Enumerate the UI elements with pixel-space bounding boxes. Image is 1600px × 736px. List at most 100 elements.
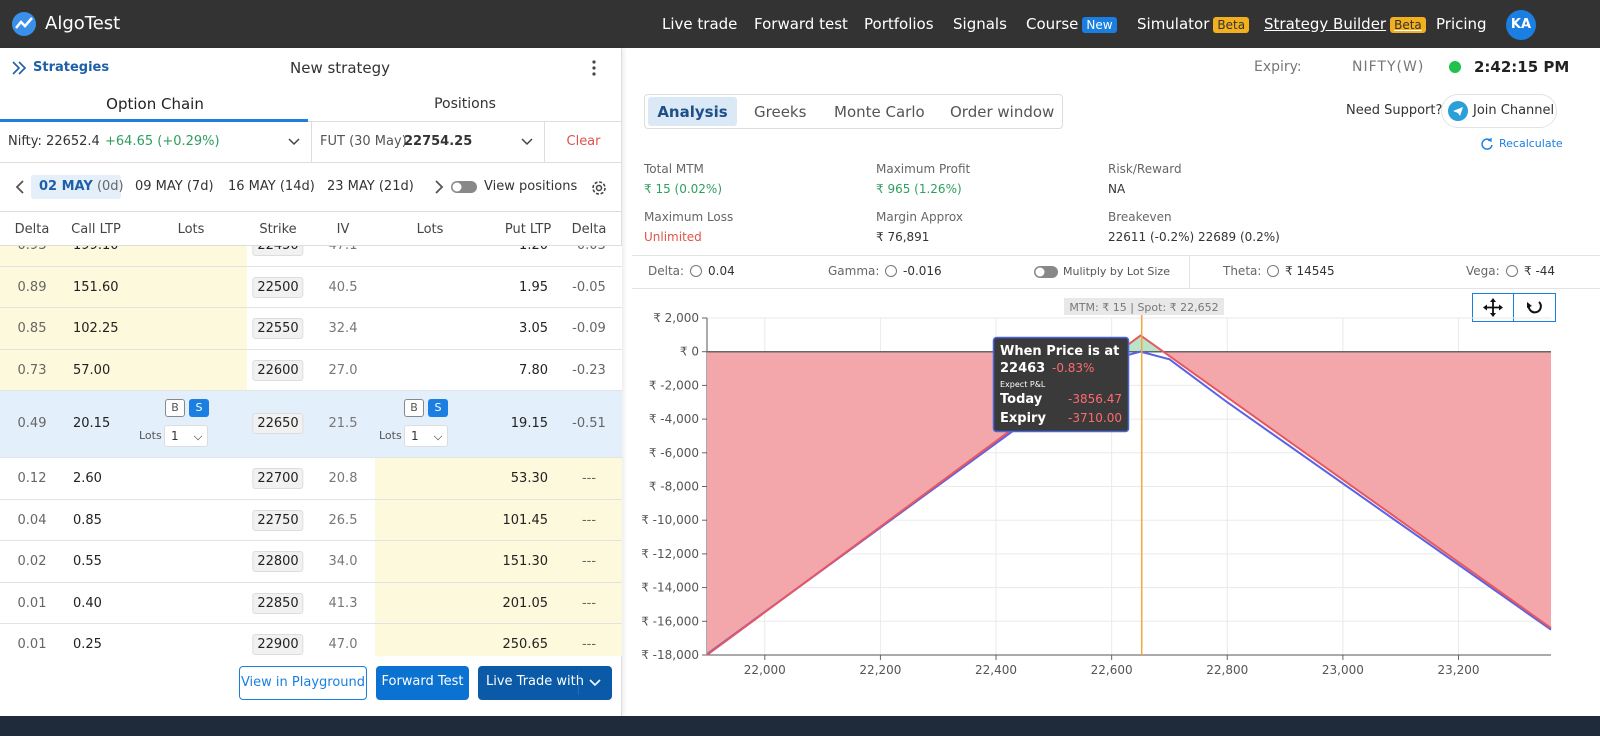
expiry[interactable]: 16 MAY (14d) [228, 179, 315, 194]
cell: 1.95 [519, 279, 548, 295]
table-header [0, 212, 622, 246]
refresh-icon[interactable] [1480, 137, 1494, 151]
logo-icon[interactable] [11, 11, 37, 37]
nav-link[interactable]: Simulator Beta [1137, 15, 1250, 33]
nav-label[interactable]: Strategy Builder [1264, 15, 1387, 33]
chain-row[interactable]: 0.73 57.00 22600 27.0 7.80 -0.23 [0, 349, 622, 391]
nav-link[interactable]: Portfolios [864, 15, 934, 33]
tab[interactable]: Monte Carlo [834, 103, 925, 121]
cell: 0.49 [17, 416, 47, 431]
chain-row[interactable]: 0.85 102.25 22550 32.4 3.05 -0.09 [0, 308, 622, 350]
buy-button[interactable]: B [404, 399, 424, 417]
settings-icon[interactable] [590, 179, 608, 197]
nav-link[interactable]: Live trade [662, 15, 738, 33]
tab[interactable]: Analysis [657, 103, 728, 121]
breadcrumb[interactable]: Strategies [33, 60, 110, 75]
x-tick-label: 22,800 [1206, 663, 1248, 677]
cell: 20.8 [328, 471, 358, 486]
info-icon[interactable] [885, 265, 897, 277]
dropdown-icon[interactable] [433, 431, 443, 441]
join-channel[interactable]: Join Channel [1473, 103, 1555, 118]
expiry[interactable]: 09 MAY (7d) [135, 179, 214, 194]
tab[interactable]: Positions [434, 96, 496, 112]
next-icon[interactable] [434, 180, 444, 194]
expiry[interactable]: 23 MAY (21d) [327, 179, 414, 194]
toggle[interactable] [451, 181, 477, 193]
selected-row[interactable]: 0.49 20.15 22650 21.5 19.15 -0.51 B S Lots 1 B S Lot… [0, 391, 622, 458]
greek-label: Gamma: [828, 264, 880, 278]
chain-row[interactable]: 0.12 2.60 22700 20.8 53.30 --- [0, 458, 622, 500]
nav-link[interactable]: Forward test [754, 15, 848, 33]
expiry[interactable]: 02 MAY (0d) [39, 179, 124, 194]
tab[interactable]: Option Chain [106, 95, 204, 113]
chevrons-icon[interactable] [10, 60, 28, 76]
strategy-title[interactable]: New strategy [290, 59, 391, 77]
futures[interactable]: FUT (30 May) [320, 134, 407, 149]
underlying[interactable]: Nifty: 22652.4 [8, 134, 100, 149]
sell-button[interactable]: S [428, 399, 448, 417]
chain-row[interactable]: 0.01 0.25 22900 47.0 250.65 --- [0, 624, 622, 656]
cell: 0.93 [0, 246, 64, 253]
nav-label[interactable]: Course [1026, 15, 1079, 33]
expiry-date[interactable]: 09 MAY [135, 179, 183, 194]
tab[interactable]: Greeks [754, 103, 807, 121]
lots-select[interactable]: 1 [404, 425, 448, 447]
playground-button[interactable]: View in Playground [239, 666, 367, 700]
info-icon[interactable] [1506, 265, 1518, 277]
dropdown-icon[interactable] [193, 431, 203, 441]
view-positions[interactable]: View positions [484, 179, 578, 194]
lots-value[interactable]: 1 [171, 429, 179, 443]
toggle[interactable] [1034, 266, 1058, 278]
nav-link[interactable]: Course New [1026, 15, 1117, 33]
avatar[interactable]: KA [1506, 10, 1536, 40]
expiry-date[interactable]: 02 MAY [39, 179, 93, 194]
live-trade-button[interactable]: Live Trade with [478, 666, 612, 700]
lots-value[interactable]: 1 [411, 429, 419, 443]
dropdown-icon[interactable] [578, 666, 612, 700]
dropdown-icon[interactable] [521, 138, 533, 146]
nav-link[interactable]: Strategy Builder Beta [1264, 15, 1426, 33]
expiry-date[interactable]: 23 MAY [327, 179, 375, 194]
chain-row[interactable]: 0.93 199.10 22450 47.1 1.20 -0.03 [0, 246, 622, 267]
sell-button[interactable]: S [189, 399, 209, 417]
brand[interactable]: AlgoTest [45, 13, 121, 34]
chain-row[interactable]: 0.01 0.40 22850 41.3 201.05 --- [0, 582, 622, 624]
expiry-days: (7d) [186, 179, 214, 194]
greek-value: 0.04 [708, 264, 735, 278]
x-tick-label: 23,200 [1438, 663, 1480, 677]
join-channel-button[interactable] [1441, 94, 1557, 128]
cell: 0.12 [17, 471, 47, 486]
y-tick-label: ₹ -16,000 [641, 614, 699, 628]
itm-put [375, 582, 622, 623]
divider [544, 122, 545, 163]
cell: 47.0 [328, 637, 358, 652]
cell: 0.04 [17, 512, 47, 528]
prev-icon[interactable] [15, 180, 25, 194]
tab[interactable]: Order window [950, 103, 1055, 121]
menu-icon[interactable] [590, 59, 598, 77]
chain-row[interactable]: 0.89 151.60 22500 40.5 1.95 -0.05 [0, 266, 622, 308]
stat-label: Total MTM [644, 162, 704, 176]
lots-select[interactable]: 1 [164, 425, 208, 447]
dropdown-icon[interactable] [288, 138, 300, 146]
forward-test-button[interactable]: Forward Test [376, 666, 469, 700]
chain-row[interactable]: 0.04 0.85 22750 26.5 101.45 --- [0, 499, 622, 541]
info-icon[interactable] [690, 265, 702, 277]
nav-label[interactable]: Simulator [1137, 15, 1210, 33]
recalculate[interactable]: Recalculate [1499, 137, 1563, 150]
itm-put [375, 499, 622, 540]
info-icon[interactable] [1267, 265, 1279, 277]
active-tab [648, 97, 737, 126]
buy-button[interactable]: B [165, 399, 185, 417]
nav-link[interactable]: Pricing [1436, 15, 1487, 33]
payoff-chart: ₹ 2,000 ₹ 0 ₹ -2,000 ₹ -4,000 ₹ -6,000 ₹ -8,0… [641, 298, 1552, 677]
expiry-date[interactable]: 16 MAY [228, 179, 276, 194]
chain-row[interactable]: 0.02 0.55 22800 34.0 151.30 --- [0, 541, 622, 583]
nav-link[interactable]: Signals [953, 15, 1007, 33]
cell: 34.0 [328, 554, 358, 569]
lot-size-toggle[interactable]: Mulitply by Lot Size [1063, 265, 1170, 278]
clear-button[interactable]: Clear [566, 134, 601, 149]
telegram-icon[interactable] [1448, 101, 1468, 121]
stat-label: Maximum Loss [644, 210, 734, 224]
